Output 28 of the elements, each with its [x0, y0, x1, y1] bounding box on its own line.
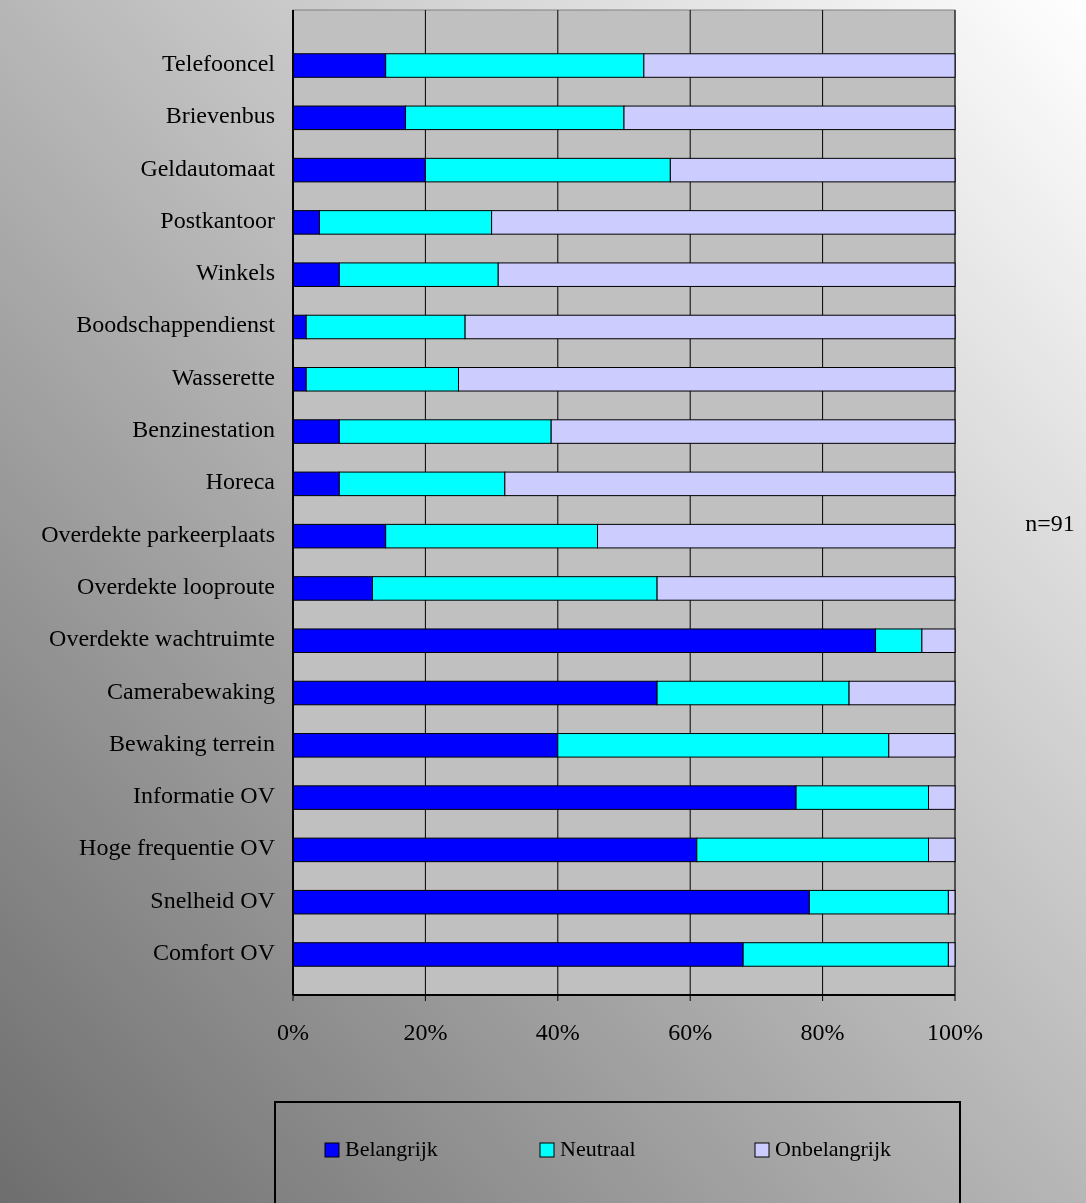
y-tick-label: Winkels: [195, 259, 275, 286]
y-tick-label: Postkantoor: [160, 206, 275, 233]
x-tick-label: 0%: [277, 1019, 309, 1045]
y-tick-label: Camerabewaking: [107, 677, 275, 704]
y-tick-label: Geldautomaat: [140, 154, 276, 181]
legend-label: Belangrijk: [345, 1136, 438, 1162]
y-tick-label: Informatie OV: [133, 782, 276, 809]
y-tick-label: Overdekte wachtruimte: [49, 625, 275, 652]
legend-label: Onbelangrijk: [775, 1136, 892, 1162]
x-tick-label: 20%: [403, 1019, 448, 1045]
x-tick-label: 40%: [535, 1019, 580, 1045]
y-tick-label: Wasserette: [171, 363, 275, 390]
y-tick-label: Overdekte looproute: [77, 572, 275, 599]
x-tick-label: 60%: [668, 1019, 713, 1045]
y-tick-label: Boodschappendienst: [76, 311, 276, 338]
y-tick-label: Snelheid OV: [150, 886, 276, 913]
y-tick-label: Overdekte parkeerplaats: [41, 520, 275, 547]
y-tick-label: Brievenbus: [165, 102, 275, 129]
y-tick-label: Comfort OV: [153, 938, 276, 965]
text: n=91: [1025, 509, 1075, 536]
y-tick-label: Horeca: [205, 468, 276, 495]
legend-label: Neutraal: [560, 1136, 636, 1162]
y-tick-label: Bewaking terrein: [109, 729, 275, 756]
x-tick-label: 100%: [927, 1019, 983, 1045]
y-tick-label: Benzinestation: [132, 416, 275, 443]
y-tick-label: Hoge frequentie OV: [79, 834, 276, 861]
y-tick-label: Telefooncel: [162, 50, 276, 77]
x-tick-label: 80%: [800, 1019, 845, 1045]
